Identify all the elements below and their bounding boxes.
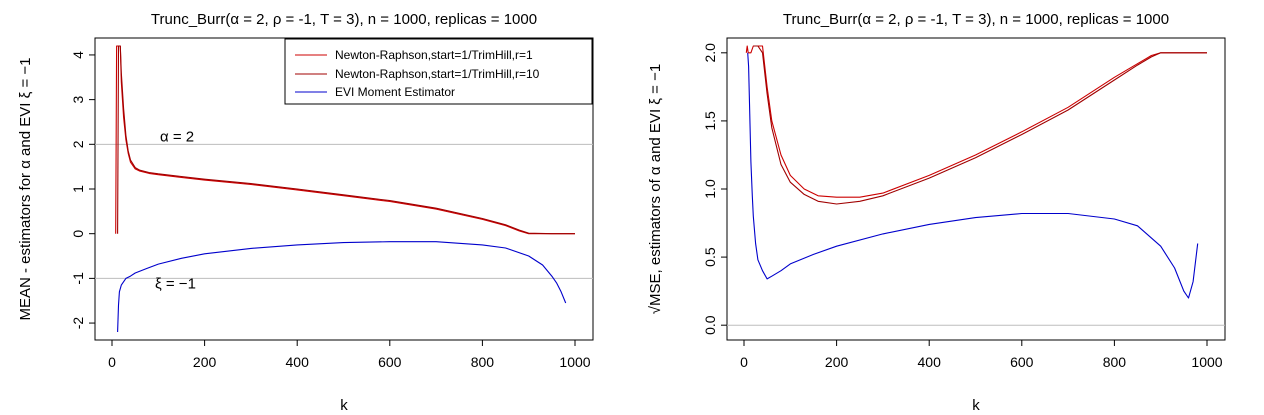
series-line-1 [745,45,1207,198]
y-axis-label: MEAN - estimators for α and EVI ξ = −1 [17,58,34,321]
y-tick-label: 2 [70,140,86,148]
series-line-2 [117,45,575,235]
panel-rmse-estimators: Trunc_Burr(α = 2, ρ = -1, T = 3), n = 10… [647,11,1226,414]
x-tick-label: 400 [918,354,942,370]
y-tick-label: 0.0 [702,315,718,335]
y-tick-label: 1.0 [702,179,718,199]
legend: Newton-Raphson,start=1/TrimHill,r=1 Newt… [284,38,593,105]
series-line-3 [117,241,567,333]
y-axis-label: √MSE, estimators of α and EVI ξ = −1 [647,64,664,314]
y-tick-label: 4 [70,51,86,59]
reference-line-label: ξ = −1 [155,275,196,292]
x-tick-label: 1000 [1191,354,1222,370]
legend-entry-r10: Newton-Raphson,start=1/TrimHill,r=10 [335,67,540,81]
reference-line-label: α = 2 [160,128,194,145]
y-tick-label: 0.5 [702,247,718,267]
y-tick-label: 2.0 [702,43,718,63]
x-tick-label: 200 [193,354,217,370]
x-tick-label: 800 [1103,354,1127,370]
x-tick-label: 600 [1010,354,1034,370]
x-tick-label: 800 [471,354,495,370]
y-tick-label: 1 [70,185,86,193]
legend-entry-r1: Newton-Raphson,start=1/TrimHill,r=1 [335,48,533,62]
y-tick-label: -2 [70,317,86,330]
x-tick-label: 0 [740,354,748,370]
x-tick-label: 600 [378,354,402,370]
series-line-3 [747,52,1199,299]
x-axis-label: k [340,397,348,414]
y-tick-label: 3 [70,96,86,104]
y-tick-label: -1 [70,272,86,285]
series-line-2 [753,45,1207,205]
x-tick-label: 200 [825,354,849,370]
legend-box [284,38,593,105]
legend-entry-moment: EVI Moment Estimator [335,85,455,99]
x-axis-label: k [972,397,980,414]
x-tick-label: 400 [286,354,310,370]
chart-title: Trunc_Burr(α = 2, ρ = -1, T = 3), n = 10… [151,11,537,28]
plot-frame [726,37,1226,341]
x-tick-label: 1000 [559,354,590,370]
x-tick-label: 0 [108,354,116,370]
y-tick-label: 1.5 [702,111,718,131]
panel-mean-estimators: Trunc_Burr(α = 2, ρ = -1, T = 3), n = 10… [17,11,594,414]
chart-title: Trunc_Burr(α = 2, ρ = -1, T = 3), n = 10… [783,11,1169,28]
y-tick-label: 0 [70,230,86,238]
